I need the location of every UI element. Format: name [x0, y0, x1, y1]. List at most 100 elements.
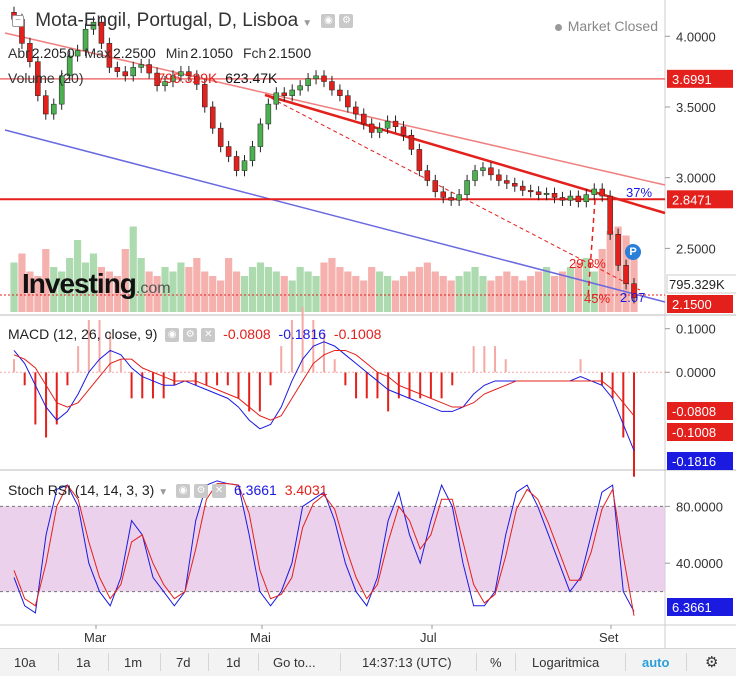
candle-body — [27, 43, 33, 62]
projection-dashed — [587, 199, 596, 299]
range-1a-button[interactable]: 1a — [76, 655, 91, 670]
volume-bar — [368, 267, 376, 312]
volume-bar — [304, 271, 312, 312]
volume-bar — [511, 276, 519, 312]
volume-bar — [407, 271, 416, 312]
volume-bar — [527, 276, 535, 312]
candle-body — [456, 194, 462, 201]
candle-body — [50, 103, 57, 115]
bottom-toolbar: 10a 1a 1m 7d 1d Go to... 14:37:13 (UTC) … — [0, 648, 736, 676]
volume-bar — [280, 276, 288, 312]
ohlc-close: 2.1500 — [268, 45, 312, 61]
volume-bar — [10, 262, 18, 312]
candle-body — [186, 71, 192, 77]
volume-bar — [360, 280, 368, 312]
candle-body — [408, 135, 415, 150]
stoch-d-line — [13, 483, 635, 616]
macd-tag-1-bg — [667, 402, 733, 420]
chevron-down-icon[interactable]: ▼ — [302, 18, 313, 29]
range-1d-button[interactable]: 1d — [226, 655, 241, 670]
market-status-text: Market Closed — [567, 18, 658, 34]
candle-body — [209, 106, 216, 129]
goto-button[interactable]: Go to... — [273, 655, 316, 670]
candle-body — [440, 191, 446, 198]
candle-body — [448, 197, 454, 201]
volume-bar — [177, 262, 185, 312]
p-badge-icon[interactable]: P — [625, 244, 641, 260]
volume-bar — [471, 267, 479, 312]
log-scale-button[interactable]: Logaritmica — [532, 655, 600, 670]
volume-bar — [320, 262, 328, 312]
candle-body — [202, 84, 208, 108]
volume-bar — [153, 276, 161, 312]
candle-body — [249, 146, 256, 161]
volume-bar — [18, 253, 26, 312]
candle-body — [472, 170, 478, 181]
settings-gear-icon[interactable]: ⚙ — [705, 654, 719, 671]
volume-bar — [121, 249, 129, 312]
macd-value-2: -0.1816 — [278, 326, 327, 342]
candle-body — [368, 123, 375, 133]
macd-close-icon[interactable]: ✕ — [201, 328, 216, 343]
volume-bar — [383, 276, 392, 312]
candle-body — [297, 85, 303, 91]
volume-bar — [463, 271, 471, 312]
volume-bar — [66, 258, 74, 312]
candle-body — [345, 95, 351, 108]
percent-button[interactable]: % — [490, 655, 502, 670]
candle-body — [527, 190, 534, 193]
volume-bar — [590, 271, 598, 312]
candle-body — [519, 185, 526, 191]
gear-icon[interactable]: ⚙ — [339, 13, 354, 28]
volume-value-1: 795.329K — [157, 70, 218, 86]
stoch-eye-icon[interactable]: ◉ — [176, 484, 191, 499]
candle-body — [488, 167, 494, 176]
header-title-row: − Mota-Engil, Portugal, D, Lisboa ▼ ◉ ⚙ — [12, 10, 354, 32]
volume-bar — [105, 271, 113, 312]
volume-bar — [535, 271, 543, 312]
annotation-29-8pct: 29.8% — [569, 256, 606, 271]
trendline-upper — [264, 93, 666, 215]
candle-body — [591, 188, 598, 195]
annotation-2-07: 2.07 — [620, 290, 645, 305]
volume-bar — [503, 271, 511, 312]
range-1m-button[interactable]: 1m — [124, 655, 143, 670]
volume-readout: Volume (20) 795.329K 623.47K — [8, 70, 277, 86]
candle-body — [615, 233, 621, 266]
volume-bar — [34, 276, 42, 312]
price-tag-level-2: 2.8471 — [672, 192, 712, 207]
candle-body — [559, 197, 566, 201]
range-7d-button[interactable]: 7d — [176, 655, 191, 670]
candle-body — [162, 81, 168, 87]
volume-bar — [248, 267, 257, 312]
volume-tag: 795.329K — [669, 277, 725, 292]
stoch-y-tick-label: 80.0000 — [676, 499, 723, 514]
auto-scale-button[interactable]: auto — [642, 655, 670, 670]
volume-bar — [73, 240, 82, 312]
collapse-icon[interactable]: − — [12, 14, 24, 27]
stoch-chevron-icon[interactable]: ▼ — [158, 487, 169, 498]
eye-icon[interactable]: ◉ — [321, 13, 336, 28]
volume-bar — [519, 280, 527, 312]
page-title: Mota-Engil, Portugal, D, Lisboa — [35, 10, 299, 31]
volume-bar — [606, 231, 614, 312]
candle-body — [146, 64, 152, 74]
volume-bar — [201, 271, 209, 312]
candle-body — [154, 72, 160, 87]
macd-eye-icon[interactable]: ◉ — [165, 328, 180, 343]
candle-body — [98, 21, 105, 44]
range-10a-button[interactable]: 10a — [14, 655, 36, 670]
volume-bar — [558, 271, 567, 312]
volume-bar — [193, 258, 201, 312]
volume-bar — [113, 276, 121, 312]
macd-gear-icon[interactable]: ⚙ — [183, 328, 198, 343]
volume-bar — [399, 276, 408, 312]
stoch-gear-icon[interactable]: ⚙ — [194, 484, 209, 499]
stoch-close-icon[interactable]: ✕ — [212, 484, 227, 499]
price-tag-current: 2.1500 — [672, 297, 712, 312]
candle-body — [480, 167, 486, 171]
candle-body — [58, 75, 65, 105]
volume-bar — [232, 271, 241, 312]
candle-body — [217, 127, 224, 147]
candle-body — [114, 67, 121, 72]
